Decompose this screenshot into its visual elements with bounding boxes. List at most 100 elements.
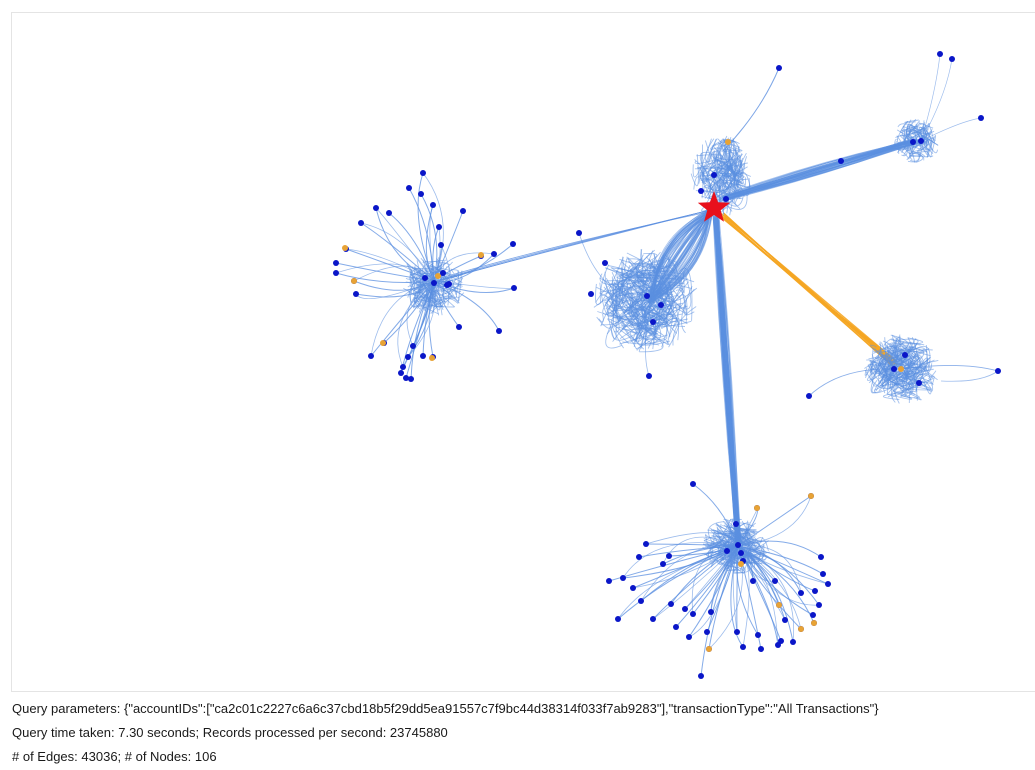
account-node[interactable]: [723, 196, 729, 202]
merchant-node[interactable]: [808, 493, 814, 499]
merchant-node[interactable]: [798, 626, 804, 632]
account-node[interactable]: [782, 617, 788, 623]
account-node[interactable]: [400, 364, 406, 370]
account-node[interactable]: [644, 293, 650, 299]
merchant-node[interactable]: [811, 620, 817, 626]
account-node[interactable]: [444, 282, 450, 288]
account-node[interactable]: [588, 291, 594, 297]
account-node[interactable]: [646, 373, 652, 379]
account-node[interactable]: [733, 521, 739, 527]
query-account-star-icon[interactable]: [697, 191, 731, 222]
account-node[interactable]: [755, 632, 761, 638]
account-node[interactable]: [658, 302, 664, 308]
account-node[interactable]: [440, 270, 446, 276]
account-node[interactable]: [420, 170, 426, 176]
account-node[interactable]: [510, 241, 516, 247]
transaction-network-graph[interactable]: [11, 12, 1035, 692]
account-node[interactable]: [418, 191, 424, 197]
merchant-node[interactable]: [380, 340, 386, 346]
account-node[interactable]: [790, 639, 796, 645]
account-node[interactable]: [825, 581, 831, 587]
account-node[interactable]: [740, 644, 746, 650]
account-node[interactable]: [772, 578, 778, 584]
account-node[interactable]: [686, 634, 692, 640]
account-node[interactable]: [456, 324, 462, 330]
account-node[interactable]: [708, 609, 714, 615]
account-node[interactable]: [902, 352, 908, 358]
account-node[interactable]: [818, 554, 824, 560]
merchant-node[interactable]: [725, 139, 731, 145]
graph-canvas[interactable]: [11, 12, 1035, 692]
account-node[interactable]: [406, 185, 412, 191]
merchant-node[interactable]: [898, 366, 904, 372]
account-node[interactable]: [995, 368, 1001, 374]
account-node[interactable]: [403, 375, 409, 381]
account-node[interactable]: [775, 642, 781, 648]
account-node[interactable]: [431, 280, 437, 286]
account-node[interactable]: [918, 138, 924, 144]
account-node[interactable]: [750, 578, 756, 584]
account-node[interactable]: [398, 370, 404, 376]
merchant-node[interactable]: [435, 273, 441, 279]
merchant-node[interactable]: [351, 278, 357, 284]
account-node[interactable]: [673, 624, 679, 630]
account-node[interactable]: [333, 270, 339, 276]
account-node[interactable]: [937, 51, 943, 57]
account-node[interactable]: [496, 328, 502, 334]
account-node[interactable]: [690, 481, 696, 487]
account-node[interactable]: [668, 601, 674, 607]
account-node[interactable]: [916, 380, 922, 386]
account-node[interactable]: [430, 202, 436, 208]
account-node[interactable]: [422, 275, 428, 281]
account-node[interactable]: [810, 612, 816, 618]
account-node[interactable]: [698, 673, 704, 679]
account-node[interactable]: [405, 354, 411, 360]
account-node[interactable]: [820, 571, 826, 577]
account-node[interactable]: [373, 205, 379, 211]
account-node[interactable]: [910, 139, 916, 145]
account-node[interactable]: [660, 561, 666, 567]
account-node[interactable]: [368, 353, 374, 359]
account-node[interactable]: [738, 550, 744, 556]
account-node[interactable]: [615, 616, 621, 622]
account-node[interactable]: [806, 393, 812, 399]
account-node[interactable]: [620, 575, 626, 581]
account-node[interactable]: [438, 242, 444, 248]
account-node[interactable]: [606, 578, 612, 584]
account-node[interactable]: [436, 224, 442, 230]
account-node[interactable]: [758, 646, 764, 652]
merchant-node[interactable]: [776, 602, 782, 608]
account-node[interactable]: [460, 208, 466, 214]
account-node[interactable]: [949, 56, 955, 62]
account-node[interactable]: [682, 606, 688, 612]
account-node[interactable]: [650, 616, 656, 622]
account-node[interactable]: [602, 260, 608, 266]
account-node[interactable]: [798, 590, 804, 596]
merchant-node[interactable]: [738, 561, 744, 567]
account-node[interactable]: [511, 285, 517, 291]
account-node[interactable]: [838, 158, 844, 164]
merchant-node[interactable]: [754, 505, 760, 511]
account-node[interactable]: [666, 553, 672, 559]
account-node[interactable]: [735, 542, 741, 548]
account-node[interactable]: [410, 343, 416, 349]
account-node[interactable]: [643, 541, 649, 547]
account-node[interactable]: [353, 291, 359, 297]
account-node[interactable]: [734, 629, 740, 635]
account-node[interactable]: [491, 251, 497, 257]
account-node[interactable]: [638, 598, 644, 604]
account-node[interactable]: [576, 230, 582, 236]
account-node[interactable]: [420, 353, 426, 359]
account-node[interactable]: [630, 585, 636, 591]
merchant-node[interactable]: [478, 252, 484, 258]
account-node[interactable]: [711, 172, 717, 178]
account-node[interactable]: [978, 115, 984, 121]
account-node[interactable]: [698, 188, 704, 194]
account-node[interactable]: [636, 554, 642, 560]
account-node[interactable]: [776, 65, 782, 71]
account-node[interactable]: [358, 220, 364, 226]
account-node[interactable]: [816, 602, 822, 608]
account-node[interactable]: [333, 260, 339, 266]
account-node[interactable]: [704, 629, 710, 635]
account-node[interactable]: [650, 319, 656, 325]
